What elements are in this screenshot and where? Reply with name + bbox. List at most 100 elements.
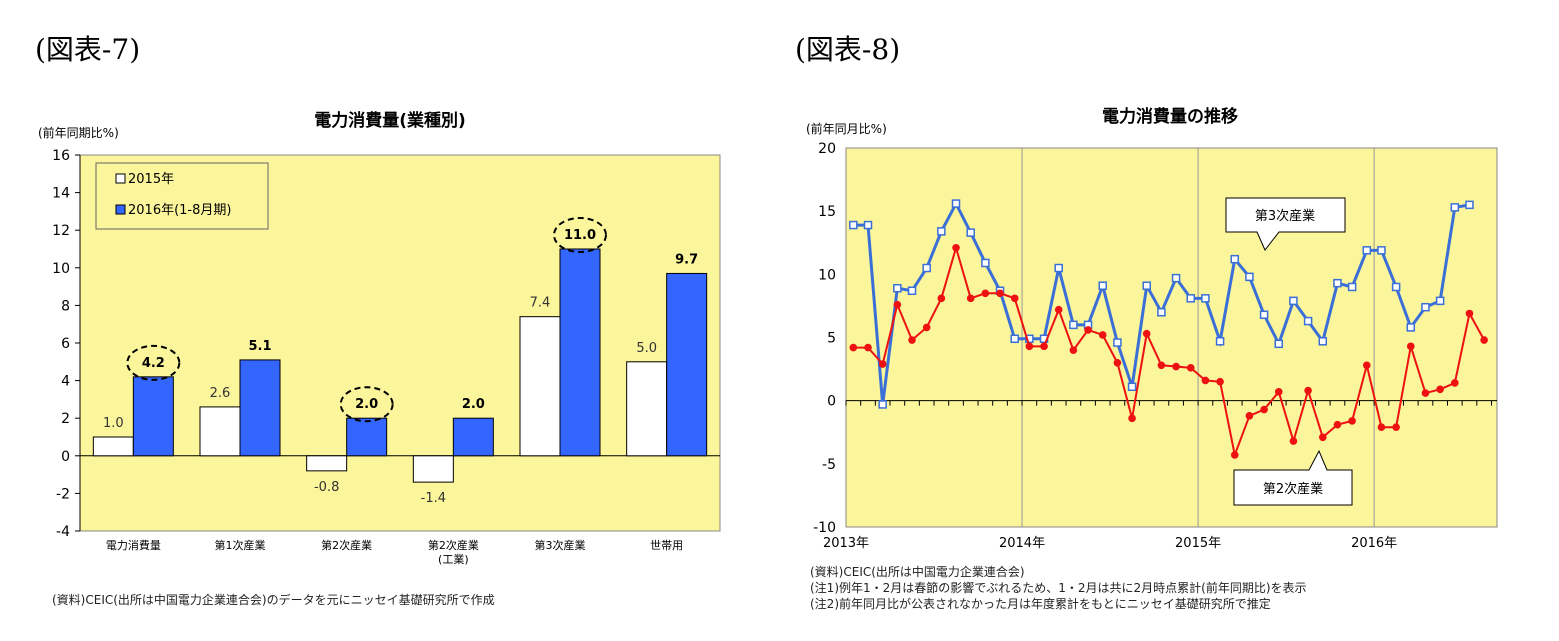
bar-2016 [346,417,388,457]
bar-2015 [412,455,454,483]
point-secondary [1054,305,1063,314]
point-tertiary [863,220,873,230]
point-tertiary [1421,302,1430,312]
y-tick-label: 0 [61,449,70,465]
x-category-label: 第1次産業 [215,538,266,552]
point-tertiary [1465,200,1474,210]
point-tertiary [922,263,931,273]
point-tertiary [1259,310,1269,320]
point-secondary [1098,331,1107,339]
point-tertiary [1318,337,1328,346]
bar-2015 [92,436,134,457]
bar-2015 [626,361,668,457]
x-category-label: (工業) [438,553,469,566]
point-secondary [1216,377,1224,386]
point-tertiary [1303,316,1313,326]
line-secondary [853,244,1486,459]
point-tertiary [1127,382,1137,392]
point-secondary [1406,342,1415,351]
point-secondary [952,244,960,252]
x-tick-label: 2016年 [1351,536,1397,551]
left-bar-chart: -4 -2 0 2 4 6 8 10 12 14 16 1.0 4.2 電力消費量 2.6 5.1 第1次産業 -… [52,148,721,566]
point-secondary [981,289,990,298]
point-secondary [1040,342,1048,351]
point-tertiary [1391,282,1401,292]
figure-label-left: (図表-7) [35,33,141,66]
point-secondary [908,336,916,344]
point-tertiary [1450,203,1460,212]
data-label: 9.7 [675,252,698,267]
right-note-line: (資料)CEIC(出所は中国電力企業連合会) [810,565,1025,579]
point-tertiary [893,283,902,293]
right-unit-label: (前年同月比%) [806,122,887,136]
point-secondary [1260,405,1268,414]
point-secondary [1084,326,1092,334]
data-label: 5.0 [636,341,657,356]
point-tertiary [1274,339,1284,349]
point-tertiary [1201,294,1210,303]
y-tick-label: 15 [818,204,836,220]
point-secondary [864,343,872,352]
legend-box [95,162,269,230]
point-tertiary [1435,296,1445,306]
point-tertiary [1245,272,1254,282]
point-tertiary [966,228,975,237]
right-notes: (資料)CEIC(出所は中国電力企業連合会) (注1)例年1・2月は春節の影響で… [810,564,1307,612]
point-secondary [1245,412,1254,420]
point-secondary [1010,294,1019,303]
point-secondary [1392,423,1400,431]
point-tertiary [1171,273,1181,283]
highlight-circle [339,386,394,423]
point-secondary [1128,414,1136,423]
callout-tertiary-label: 第3次産業 [1255,208,1315,224]
point-tertiary [1333,278,1342,288]
point-secondary [1377,423,1386,431]
data-label: 2.6 [210,386,231,401]
y-tick-label: 10 [818,267,836,283]
right-note-line: (注1)例年1・2月は春節の影響でぶれるため、1・2月は共に2月時点累計(前年同… [810,581,1307,595]
highlight-circle [553,217,607,253]
point-secondary [893,300,902,309]
point-tertiary [981,258,990,268]
legend-label: 2015年 [128,172,174,187]
bar-2016 [452,417,494,457]
y-tick-label: 2 [61,411,70,427]
point-secondary [1304,386,1312,395]
data-label: 1.0 [103,416,124,431]
y-tick-label: 10 [52,261,70,277]
data-label: 5.1 [248,339,271,354]
bar-2016 [666,272,708,457]
point-tertiary [1362,246,1372,255]
point-secondary [878,360,887,368]
bar-2015 [199,406,241,457]
point-secondary [1172,362,1180,371]
plot-area [845,147,1498,528]
point-tertiary [1098,281,1107,290]
point-tertiary [878,400,887,409]
x-category-label: 第2次産業 [428,538,479,552]
point-tertiary [1347,282,1357,292]
point-secondary [1025,342,1034,351]
y-tick-label: 5 [827,331,836,347]
x-tick-label: 2014年 [999,536,1045,551]
data-label: -0.8 [314,480,339,495]
data-label: 2.0 [355,397,378,412]
point-tertiary [1377,246,1386,255]
y-tick-label: 14 [52,186,70,202]
point-secondary [1436,385,1444,394]
x-tick-label: 2015年 [1175,536,1221,551]
legend-label: 2016年(1-8月期) [128,203,231,218]
y-tick-label: 20 [818,141,836,157]
point-secondary [937,294,946,303]
y-tick-label: 4 [61,374,70,390]
bar-2015 [306,455,348,472]
point-secondary [1274,388,1283,396]
right-chart-title: 電力消費量の推移 [1102,107,1238,127]
point-secondary [1157,361,1166,370]
point-tertiary [907,286,917,296]
right-line-chart: -10 -5 0 5 10 15 20 2013年 2014年 2015年 2016年 第3次産業第2… [813,141,1498,551]
y-tick-label: -2 [56,486,70,502]
figure-label-right: (図表-8) [795,33,901,66]
point-secondary [1069,346,1078,354]
point-tertiary [1025,334,1034,344]
